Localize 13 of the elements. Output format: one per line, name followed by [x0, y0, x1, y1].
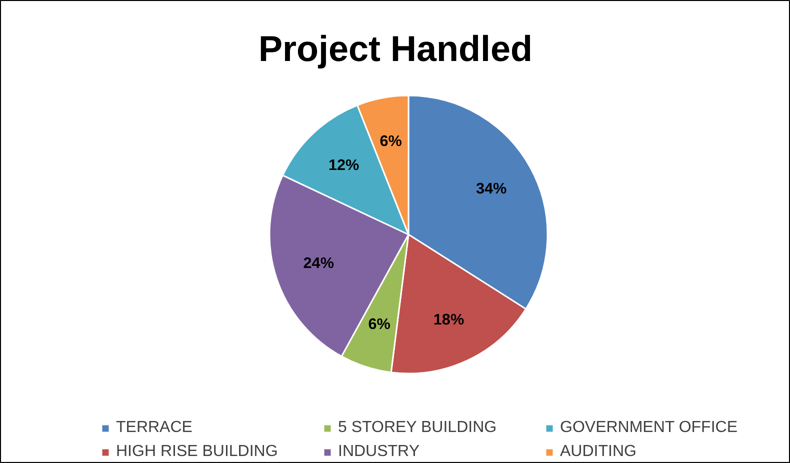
legend-label: TERRACE	[116, 419, 194, 437]
legend-label: INDUSTRY	[338, 443, 420, 461]
legend-label: AUDITING	[560, 443, 638, 461]
legend-label: 5 STOREY BUILDING	[338, 419, 498, 437]
data-label: 6%	[380, 133, 402, 150]
chart-title: Project Handled	[258, 28, 533, 69]
data-label: 34%	[476, 180, 508, 198]
data-label: 12%	[328, 157, 360, 174]
data-label: 24%	[303, 255, 334, 272]
data-label: 18%	[433, 312, 464, 329]
legend-label: HIGH RISE BUILDING	[116, 443, 279, 461]
legend-label: GOVERNMENT OFFICE	[560, 419, 738, 437]
data-label: 6%	[368, 316, 391, 333]
